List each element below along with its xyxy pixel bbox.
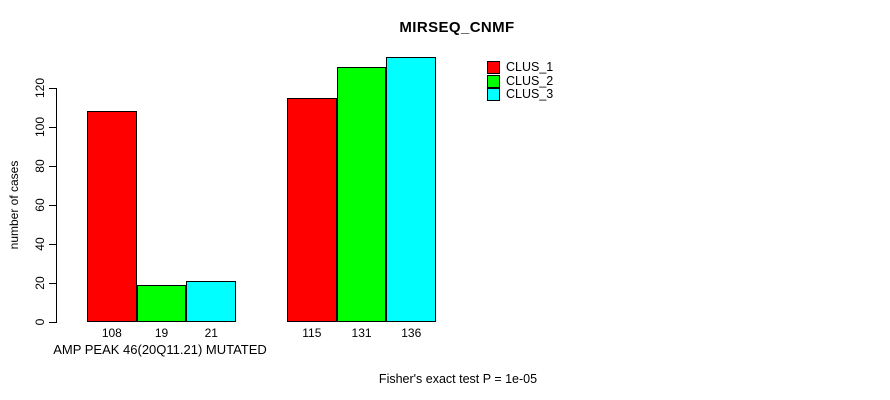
y-axis-tick bbox=[49, 127, 56, 128]
y-tick-label: 0 bbox=[33, 318, 47, 326]
y-tick-label: 120 bbox=[33, 77, 47, 99]
legend-label: CLUS_1 bbox=[506, 60, 554, 75]
bar-value-label: 131 bbox=[351, 326, 372, 340]
bar-clus_2 bbox=[136, 284, 187, 322]
y-axis-tick bbox=[49, 166, 56, 167]
y-tick-label: 40 bbox=[33, 237, 47, 251]
legend-swatch bbox=[487, 61, 500, 75]
legend-label: CLUS_3 bbox=[506, 86, 554, 101]
y-tick-label: 20 bbox=[33, 276, 47, 290]
y-tick-label: 60 bbox=[33, 198, 47, 212]
chart-title: MIRSEQ_CNMF bbox=[399, 19, 515, 36]
pvalue-annotation: Fisher's exact test P = 1e-05 bbox=[378, 372, 538, 386]
y-tick-label: 100 bbox=[33, 116, 47, 138]
bar-value-label: 21 bbox=[204, 326, 218, 340]
y-axis-tick bbox=[49, 244, 56, 245]
legend-item: CLUS_3 bbox=[487, 86, 554, 101]
y-axis-line bbox=[56, 88, 57, 323]
legend-swatch bbox=[487, 87, 500, 101]
bar-value-label: 115 bbox=[302, 326, 322, 340]
bar-clus_3 bbox=[186, 281, 237, 322]
legend-item: CLUS_2 bbox=[487, 73, 554, 88]
bar-value-label: 108 bbox=[101, 326, 122, 340]
legend-item: CLUS_1 bbox=[487, 60, 554, 75]
y-axis-tick bbox=[49, 205, 56, 206]
y-axis-tick bbox=[49, 88, 56, 89]
bar-clus_3 bbox=[386, 56, 437, 322]
y-axis-tick bbox=[49, 283, 56, 284]
bar-value-label: 136 bbox=[401, 326, 422, 340]
y-axis-tick bbox=[49, 322, 56, 323]
legend: CLUS_1 CLUS_2 CLUS_3 bbox=[487, 61, 553, 101]
y-tick-label: 80 bbox=[33, 159, 47, 173]
legend-swatch bbox=[487, 74, 500, 88]
legend-label: CLUS_2 bbox=[506, 73, 554, 88]
x-axis-title: AMP PEAK 46(20Q11.21) MUTATED bbox=[53, 342, 267, 357]
bar-clus_1 bbox=[287, 97, 337, 322]
bar-clus_1 bbox=[87, 111, 137, 322]
bar-clus_2 bbox=[336, 66, 387, 322]
bar-value-label: 19 bbox=[154, 326, 169, 340]
